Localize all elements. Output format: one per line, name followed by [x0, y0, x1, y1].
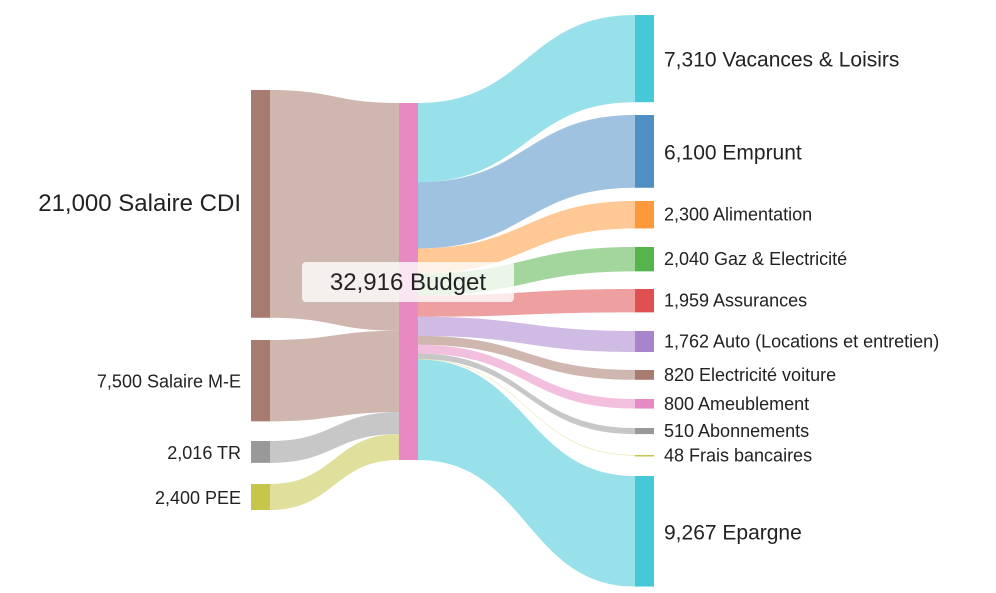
link-budget-frais-bancaires	[418, 358, 635, 456]
node-frais-bancaires	[635, 455, 654, 457]
node-alimentation	[635, 201, 654, 229]
node-abonnements	[635, 428, 654, 435]
label-electricit-voiture: 820 Electricité voiture	[664, 365, 836, 385]
label-frais-bancaires: 48 Frais bancaires	[664, 445, 812, 465]
budget-label: 32,916 Budget	[330, 269, 486, 296]
label-assurances: 1,959 Assurances	[664, 291, 807, 311]
budget-node-label: 32,916 Budget	[302, 262, 514, 302]
node-salaire-cdi	[251, 90, 270, 318]
link-budget-vacances-loisirs	[418, 15, 635, 183]
label-abonnements: 510 Abonnements	[664, 421, 809, 441]
label-emprunt: 6,100 Emprunt	[664, 141, 802, 164]
budget-label-background	[302, 262, 514, 302]
link-tr-budget	[270, 412, 399, 463]
node-ameublement	[635, 399, 654, 409]
link-budget-epargne	[418, 359, 635, 587]
link-budget-abonnements	[418, 353, 635, 435]
label-salaire-cdi: 21,000 Salaire CDI	[38, 190, 241, 217]
label-vacances-loisirs: 7,310 Vacances & Loisirs	[664, 49, 899, 72]
node-pee	[251, 484, 270, 511]
label-salaire-m-e: 7,500 Salaire M-E	[97, 372, 241, 392]
link-budget-ameublement	[418, 344, 635, 409]
label-tr: 2,016 TR	[167, 443, 241, 463]
link-budget-electricit-voiture	[418, 335, 635, 380]
node-electricit-voiture	[635, 370, 654, 380]
label-alimentation: 2,300 Alimentation	[664, 205, 812, 225]
node-tr	[251, 441, 270, 463]
label-pee: 2,400 PEE	[155, 488, 241, 508]
label-epargne: 9,267 Epargne	[664, 521, 802, 544]
link-budget-alimentation	[418, 201, 635, 274]
label-ameublement: 800 Ameublement	[664, 394, 809, 414]
link-salaire-m-e-budget	[270, 330, 399, 422]
node-salaire-m-e	[251, 340, 270, 422]
node-auto-locations-et-entretien	[635, 331, 654, 353]
label-gaz-electricit: 2,040 Gaz & Electricité	[664, 249, 847, 269]
node-vacances-loisirs	[635, 15, 654, 103]
link-budget-emprunt	[418, 115, 635, 249]
link-pee-budget	[270, 433, 399, 511]
node-epargne	[635, 476, 654, 587]
link-budget-auto-locations-et-entretien	[418, 316, 635, 353]
flow-labels: 21,000 Salaire CDI 7,500 Salaire M-E 2,016…	[38, 49, 939, 545]
node-emprunt	[635, 115, 654, 188]
node-assurances	[635, 289, 654, 313]
node-gaz-electricit	[635, 247, 654, 272]
label-auto-locations-et-entretien: 1,762 Auto (Locations et entretien)	[664, 332, 939, 352]
